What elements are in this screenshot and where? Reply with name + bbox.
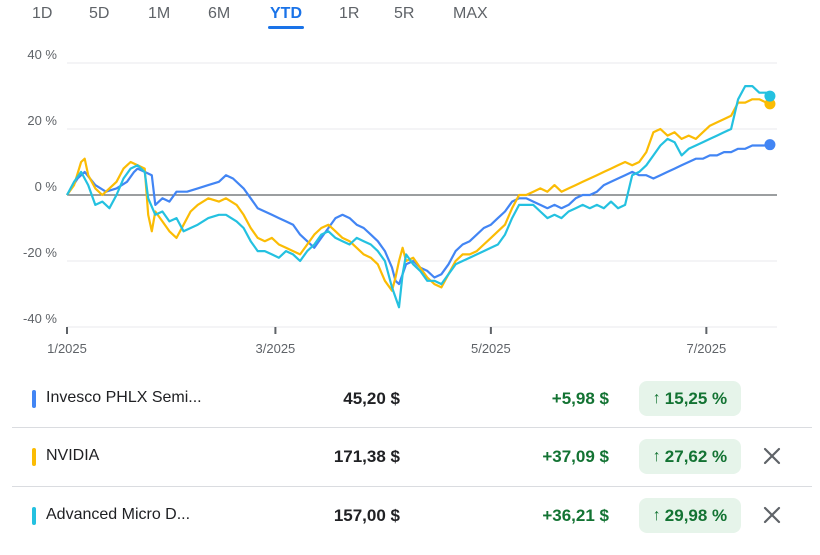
comparison-row[interactable]: Invesco PHLX Semi... 45,20 $ +5,98 $ ↑ 15,25…	[12, 370, 812, 427]
series-end-dot-1	[764, 98, 776, 110]
price: 45,20 $	[343, 389, 400, 408]
x-tick-label: 3/2025	[256, 341, 296, 356]
comparison-row[interactable]: Advanced Micro D... 157,00 $ +36,21 $ ↑ 29,9…	[12, 487, 812, 544]
price-change: +36,21 $	[542, 506, 609, 525]
security-name: Invesco PHLX Semi...	[46, 389, 202, 406]
arrow-up-icon: ↑	[652, 506, 661, 524]
y-tick-label: 0 %	[35, 179, 58, 194]
percent-change-badge: ↑ 27,62 %	[639, 439, 741, 474]
row-divider	[12, 486, 812, 487]
x-tick-label: 5/2025	[471, 341, 511, 356]
comparison-chart: 40 % 20 % 0 % -20 % -40 % 1/2025 3/2025 5/2025 7…	[23, 47, 777, 356]
y-tick-label: -40 %	[23, 311, 57, 326]
tab-1d[interactable]: 1D	[32, 5, 53, 22]
security-name: NVIDIA	[46, 447, 100, 464]
close-icon[interactable]	[760, 444, 784, 468]
tab-max[interactable]: MAX	[453, 5, 488, 22]
tab-1r[interactable]: 1R	[339, 5, 360, 22]
percent-change-badge: ↑ 29,98 %	[639, 498, 741, 533]
y-tick-label: 20 %	[27, 113, 57, 128]
percent-change: 15,25 %	[664, 388, 728, 408]
comparison-row[interactable]: NVIDIA 171,38 $ +37,09 $ ↑ 27,62 %	[12, 428, 812, 485]
x-tick-label: 7/2025	[686, 341, 726, 356]
tab-1m[interactable]: 1M	[148, 5, 171, 22]
series-end-dot-0	[764, 139, 776, 151]
series-end-dot-2	[764, 90, 776, 102]
row-divider	[12, 427, 812, 428]
percent-change-badge: ↑ 15,25 %	[639, 381, 741, 416]
series-line-2	[66, 85, 771, 309]
security-name: Advanced Micro D...	[46, 506, 191, 523]
tab-ytd[interactable]: YTD	[270, 5, 302, 22]
x-tick-label: 1/2025	[47, 341, 87, 356]
arrow-up-icon: ↑	[652, 389, 661, 407]
tab-5r[interactable]: 5R	[394, 5, 415, 22]
series-color-swatch	[32, 507, 36, 525]
percent-change: 29,98 %	[664, 505, 728, 525]
series-line-0	[66, 143, 771, 286]
price: 171,38 $	[333, 447, 400, 466]
y-tick-label: 40 %	[27, 47, 57, 62]
series-color-swatch	[32, 390, 36, 408]
price-change: +37,09 $	[542, 447, 609, 466]
range-tabs: 1D 5D 1M 6M YTD 1R 5R MAX	[0, 0, 820, 34]
series-color-swatch	[32, 448, 36, 466]
percent-change: 27,62 %	[664, 446, 728, 466]
close-icon[interactable]	[760, 503, 784, 527]
y-tick-label: -20 %	[23, 245, 57, 260]
price: 157,00 $	[333, 506, 400, 525]
active-tab-indicator	[268, 26, 304, 29]
price-change: +5,98 $	[551, 389, 609, 408]
tab-6m[interactable]: 6M	[208, 5, 231, 22]
arrow-up-icon: ↑	[652, 447, 661, 465]
tab-5d[interactable]: 5D	[89, 5, 110, 22]
